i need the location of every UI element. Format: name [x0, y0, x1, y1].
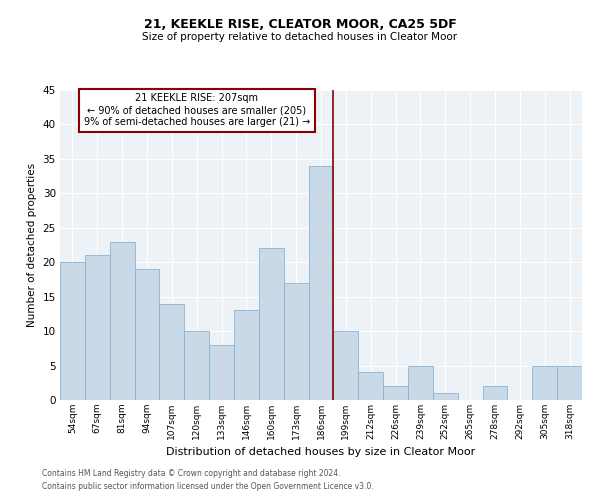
- Text: Size of property relative to detached houses in Cleator Moor: Size of property relative to detached ho…: [142, 32, 458, 42]
- Y-axis label: Number of detached properties: Number of detached properties: [27, 163, 37, 327]
- Text: 21, KEEKLE RISE, CLEATOR MOOR, CA25 5DF: 21, KEEKLE RISE, CLEATOR MOOR, CA25 5DF: [143, 18, 457, 30]
- Bar: [358, 372, 383, 400]
- Bar: [110, 242, 134, 400]
- Bar: [85, 256, 110, 400]
- Bar: [383, 386, 408, 400]
- Bar: [234, 310, 259, 400]
- Text: Contains HM Land Registry data © Crown copyright and database right 2024.: Contains HM Land Registry data © Crown c…: [42, 468, 341, 477]
- Bar: [134, 269, 160, 400]
- Bar: [284, 283, 308, 400]
- Bar: [408, 366, 433, 400]
- X-axis label: Distribution of detached houses by size in Cleator Moor: Distribution of detached houses by size …: [166, 448, 476, 458]
- Bar: [209, 345, 234, 400]
- Bar: [532, 366, 557, 400]
- Bar: [184, 331, 209, 400]
- Bar: [60, 262, 85, 400]
- Text: Contains public sector information licensed under the Open Government Licence v3: Contains public sector information licen…: [42, 482, 374, 491]
- Bar: [259, 248, 284, 400]
- Bar: [557, 366, 582, 400]
- Text: 21 KEEKLE RISE: 207sqm
← 90% of detached houses are smaller (205)
9% of semi-det: 21 KEEKLE RISE: 207sqm ← 90% of detached…: [83, 94, 310, 126]
- Bar: [160, 304, 184, 400]
- Bar: [433, 393, 458, 400]
- Bar: [482, 386, 508, 400]
- Bar: [334, 331, 358, 400]
- Bar: [308, 166, 334, 400]
